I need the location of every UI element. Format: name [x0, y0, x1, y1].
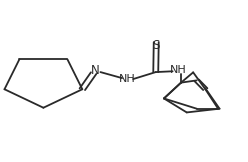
Text: NH: NH — [170, 65, 187, 75]
Text: S: S — [153, 39, 160, 52]
Text: N: N — [91, 64, 100, 77]
Text: NH: NH — [119, 74, 136, 84]
